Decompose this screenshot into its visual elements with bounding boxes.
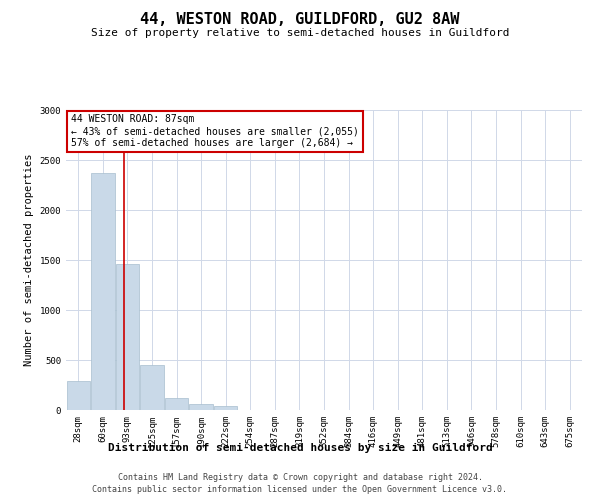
Text: Distribution of semi-detached houses by size in Guildford: Distribution of semi-detached houses by … xyxy=(107,442,493,452)
Bar xyxy=(190,404,213,410)
Text: Size of property relative to semi-detached houses in Guildford: Size of property relative to semi-detach… xyxy=(91,28,509,38)
Bar xyxy=(116,264,139,410)
Bar xyxy=(214,406,238,410)
Text: Contains public sector information licensed under the Open Government Licence v3: Contains public sector information licen… xyxy=(92,485,508,494)
Bar xyxy=(140,365,164,410)
Bar xyxy=(67,381,90,410)
Y-axis label: Number of semi-detached properties: Number of semi-detached properties xyxy=(24,154,34,366)
Bar xyxy=(165,398,188,410)
Text: 44, WESTON ROAD, GUILDFORD, GU2 8AW: 44, WESTON ROAD, GUILDFORD, GU2 8AW xyxy=(140,12,460,28)
Text: 44 WESTON ROAD: 87sqm
← 43% of semi-detached houses are smaller (2,055)
57% of s: 44 WESTON ROAD: 87sqm ← 43% of semi-deta… xyxy=(71,114,359,148)
Text: Contains HM Land Registry data © Crown copyright and database right 2024.: Contains HM Land Registry data © Crown c… xyxy=(118,472,482,482)
Bar xyxy=(91,173,115,410)
